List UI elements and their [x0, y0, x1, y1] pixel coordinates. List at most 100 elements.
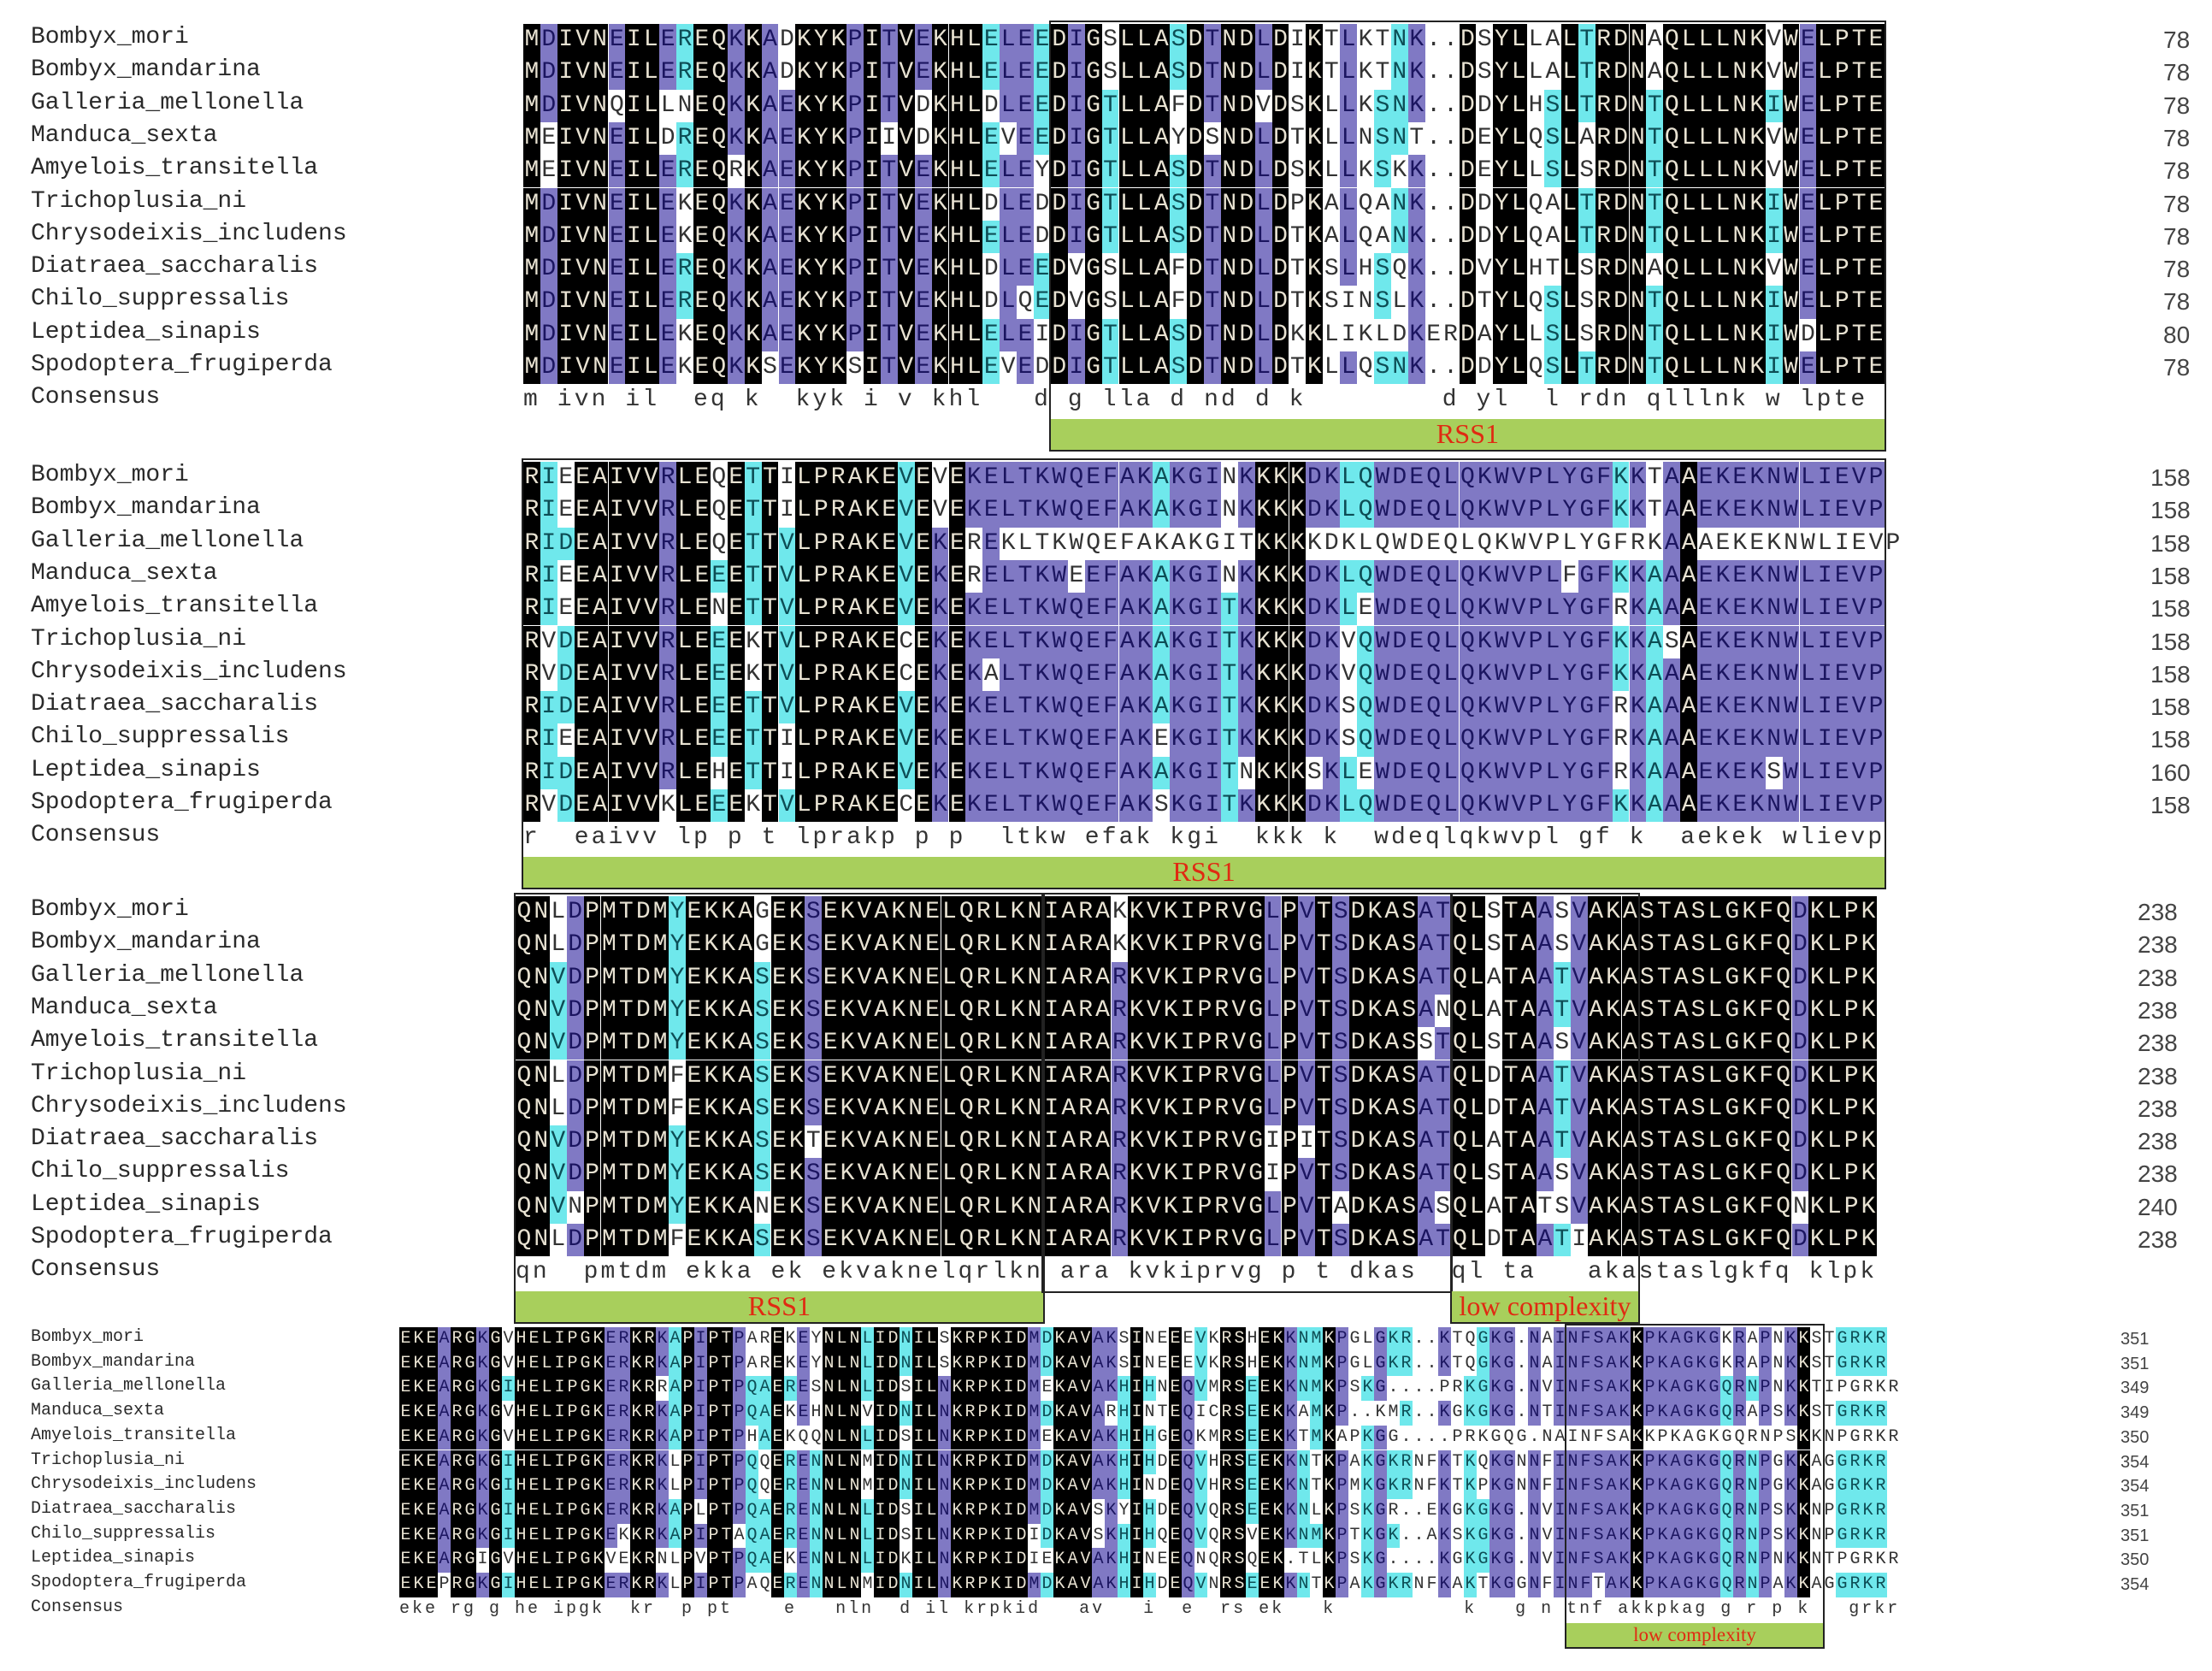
residue: Q	[1477, 1450, 1489, 1475]
residue: A	[1092, 1351, 1105, 1377]
residue: R	[1849, 1474, 1861, 1499]
residue: D	[540, 89, 557, 122]
residue: G	[1836, 1351, 1849, 1377]
residue: Q	[1182, 1548, 1194, 1573]
residue: H	[1118, 1401, 1130, 1426]
residue: R	[964, 1327, 976, 1352]
residue: V	[1079, 1498, 1092, 1524]
residue: K	[1323, 1474, 1336, 1499]
residue: K	[1271, 1474, 1284, 1499]
residue: K	[1361, 1573, 1374, 1597]
residue: I	[1002, 1376, 1015, 1402]
residue: K	[1105, 1351, 1118, 1377]
residue: K	[1860, 1027, 1877, 1060]
residue: I	[625, 89, 643, 122]
residue: T	[720, 1573, 733, 1597]
residue: F	[1757, 1190, 1775, 1224]
residue: .	[1515, 1523, 1528, 1549]
residue: I	[874, 1351, 887, 1377]
residue: R	[1220, 1351, 1233, 1377]
residue: Q	[710, 56, 728, 90]
residue: L	[1826, 1027, 1843, 1060]
residue: S	[1690, 1224, 1707, 1257]
residue: .	[1425, 89, 1442, 122]
residue: A	[758, 1548, 771, 1573]
residue: K	[412, 1401, 425, 1426]
residue: L	[925, 1498, 938, 1524]
residue: L	[1135, 89, 1153, 122]
residue: M	[523, 286, 540, 319]
residue: G	[489, 1498, 502, 1524]
residue: L	[1254, 121, 1272, 156]
residue: E	[659, 253, 677, 286]
residue: D	[1459, 121, 1477, 156]
residue: K	[1306, 56, 1324, 90]
residue: P	[846, 56, 864, 90]
residue: E	[771, 1450, 784, 1475]
residue: E	[1799, 56, 1817, 90]
residue: G	[1374, 1548, 1387, 1573]
residue: M	[523, 220, 540, 254]
residue: N	[848, 1401, 861, 1426]
residue: E	[1017, 56, 1034, 90]
residue: N	[1220, 24, 1238, 57]
residue: N	[1731, 121, 1749, 156]
residue: N	[1297, 1327, 1310, 1352]
residue: Q	[1502, 1425, 1515, 1450]
residue: A	[1153, 24, 1171, 57]
residue: E	[425, 1376, 438, 1402]
residue: A	[1544, 24, 1561, 57]
residue: L	[1680, 56, 1698, 90]
residue: N	[848, 1376, 861, 1402]
residue: R	[964, 1425, 976, 1450]
residue: T	[1646, 121, 1664, 156]
species-name: Trichoplusia_ni	[31, 625, 247, 652]
residue: P	[707, 1474, 720, 1499]
residue: R	[1595, 56, 1613, 90]
residue: P	[1823, 1498, 1836, 1524]
residue: H	[1143, 1450, 1156, 1475]
residue: L	[1000, 24, 1018, 57]
residue: K	[795, 56, 813, 90]
residue: L	[1826, 994, 1843, 1028]
residue: A	[761, 220, 779, 254]
residue: D	[778, 56, 796, 90]
residue: N	[591, 56, 609, 90]
residue: N	[823, 1450, 835, 1475]
residue: K	[744, 220, 762, 254]
residue: K	[476, 1474, 489, 1499]
residue: .	[1425, 155, 1442, 188]
residue: K	[1464, 1376, 1477, 1402]
position-number: 78	[2163, 59, 2191, 86]
residue: N	[1297, 1474, 1310, 1499]
residue: N	[823, 1523, 835, 1549]
residue: P	[733, 1327, 746, 1352]
residue: L	[1826, 896, 1843, 930]
residue: K	[727, 56, 745, 90]
residue: N	[591, 220, 609, 254]
residue: R	[964, 1351, 976, 1377]
residue: R	[643, 1498, 656, 1524]
residue: P	[1843, 896, 1861, 930]
residue: F	[1757, 1060, 1775, 1093]
residue: W	[1782, 121, 1800, 156]
residue: K	[1808, 1027, 1826, 1060]
residue: M	[861, 1474, 874, 1499]
residue: K	[1374, 1401, 1387, 1426]
residue: K	[900, 1548, 912, 1573]
residue: D	[1791, 929, 1809, 962]
residue: P	[707, 1450, 720, 1475]
residue: E	[771, 1327, 784, 1352]
residue: A	[1672, 994, 1690, 1028]
residue: D	[1459, 89, 1477, 122]
residue: L	[1118, 121, 1136, 156]
residue: R	[758, 1351, 771, 1377]
residue: L	[1118, 155, 1136, 188]
residue: E	[608, 318, 626, 351]
residue: P	[707, 1548, 720, 1573]
residue: L	[1697, 121, 1714, 156]
residue: H	[515, 1376, 528, 1402]
residue: R	[1874, 1573, 1887, 1597]
residue: L	[1707, 1158, 1724, 1191]
residue: K	[630, 1351, 643, 1377]
